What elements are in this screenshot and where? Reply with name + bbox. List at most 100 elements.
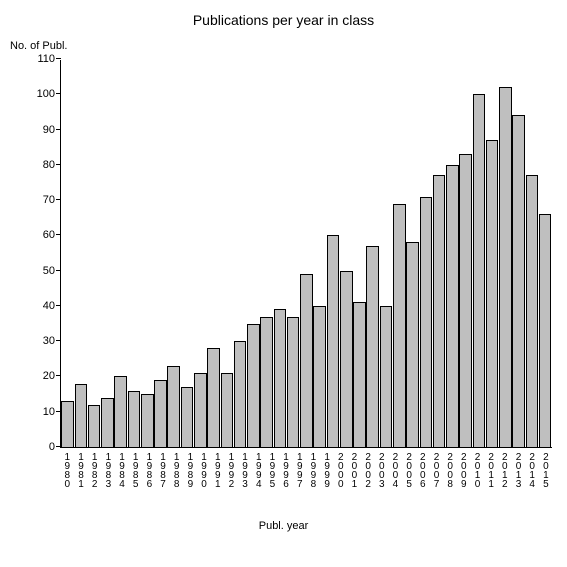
y-axis-label: No. of Publ. [10, 40, 67, 52]
bar-slot [459, 60, 472, 447]
bar [247, 324, 260, 447]
x-tick-label: 2001 [349, 452, 359, 488]
x-tick-label: 1994 [253, 452, 263, 488]
x-tick-slot: 1995 [265, 452, 279, 488]
x-tick-slot: 2006 [415, 452, 429, 488]
bar-slot [406, 60, 419, 447]
bar [406, 242, 419, 447]
x-tick-label: 1980 [62, 452, 72, 488]
bar-slot [393, 60, 406, 447]
bar [539, 214, 552, 447]
x-tick-label: 2005 [404, 452, 414, 488]
bar-slot [300, 60, 313, 447]
x-tick-label: 1985 [130, 452, 140, 488]
x-tick-label: 1986 [144, 452, 154, 488]
bar-slot [512, 60, 525, 447]
x-tick-slot: 1980 [60, 452, 74, 488]
bar-slot [88, 60, 101, 447]
x-tick-slot: 2015 [539, 452, 553, 488]
x-tick-label: 2015 [540, 452, 550, 488]
bar [499, 87, 512, 447]
bar [154, 380, 167, 447]
x-tick-label: 1999 [322, 452, 332, 488]
x-tick-slot: 1988 [169, 452, 183, 488]
bar [512, 115, 525, 447]
x-axis-label: Publ. year [0, 520, 567, 532]
x-tick-label: 1998 [308, 452, 318, 488]
x-tick-label: 1992 [226, 452, 236, 488]
bar [75, 384, 88, 447]
bar-slot [141, 60, 154, 447]
y-tick-label: 110 [37, 53, 61, 65]
y-tick-mark [56, 129, 61, 130]
y-tick-mark [56, 340, 61, 341]
bar-slot [154, 60, 167, 447]
bar-slot [114, 60, 127, 447]
x-tick-slot: 2010 [470, 452, 484, 488]
bar-slot [499, 60, 512, 447]
x-tick-label: 1982 [89, 452, 99, 488]
x-tick-label: 1995 [267, 452, 277, 488]
chart-title: Publications per year in class [0, 12, 567, 28]
y-tick-label: 70 [43, 194, 61, 206]
x-tick-slot: 1996 [279, 452, 293, 488]
x-tick-slot: 2009 [456, 452, 470, 488]
bar-slot [326, 60, 339, 447]
bar [300, 274, 313, 447]
bar [433, 175, 446, 447]
x-tick-label: 1997 [294, 452, 304, 488]
bar [128, 391, 141, 447]
bar-slot [127, 60, 140, 447]
x-tick-slot: 2012 [498, 452, 512, 488]
x-tick-label: 2007 [431, 452, 441, 488]
bar-slot [220, 60, 233, 447]
x-tick-label: 2008 [445, 452, 455, 488]
bar [473, 94, 486, 447]
bar [420, 197, 433, 447]
y-tick-label: 40 [43, 300, 61, 312]
bar-slot [525, 60, 538, 447]
y-tick-mark [56, 411, 61, 412]
bar-slot [353, 60, 366, 447]
bar [274, 309, 287, 447]
y-tick-label: 10 [43, 406, 61, 418]
x-tick-slot: 1999 [320, 452, 334, 488]
x-tick-slot: 1990 [197, 452, 211, 488]
y-tick-label: 90 [43, 124, 61, 136]
bar-slot [379, 60, 392, 447]
x-tick-slot: 2013 [511, 452, 525, 488]
x-tick-slot: 1981 [74, 452, 88, 488]
bar [167, 366, 180, 447]
x-tick-slot: 2000 [333, 452, 347, 488]
bar [141, 394, 154, 447]
x-tick-slot: 2003 [374, 452, 388, 488]
x-tick-slot: 2011 [484, 452, 498, 488]
bar [353, 302, 366, 447]
x-tick-label: 2012 [499, 452, 509, 488]
x-tick-label: 2009 [458, 452, 468, 488]
x-tick-slot: 1997 [292, 452, 306, 488]
x-tick-label: 1993 [240, 452, 250, 488]
x-tick-label: 1996 [281, 452, 291, 488]
x-tick-slot: 2002 [361, 452, 375, 488]
x-tick-label: 2011 [486, 452, 496, 488]
bar-slot [539, 60, 552, 447]
x-tick-slot: 1989 [183, 452, 197, 488]
x-tick-label: 2000 [335, 452, 345, 488]
x-tick-slot: 1991 [210, 452, 224, 488]
bar-slot [432, 60, 445, 447]
y-tick-label: 50 [43, 265, 61, 277]
bar [313, 306, 326, 447]
bar-slot [486, 60, 499, 447]
x-tick-label: 1984 [117, 452, 127, 488]
x-tick-label: 2010 [472, 452, 482, 488]
x-tick-slot: 1992 [224, 452, 238, 488]
bar-slot [313, 60, 326, 447]
bar [221, 373, 234, 447]
bar-slot [61, 60, 74, 447]
bar-slot [101, 60, 114, 447]
bar-slot [180, 60, 193, 447]
x-tick-slot: 2008 [443, 452, 457, 488]
bar-slot [472, 60, 485, 447]
y-tick-mark [56, 446, 61, 447]
